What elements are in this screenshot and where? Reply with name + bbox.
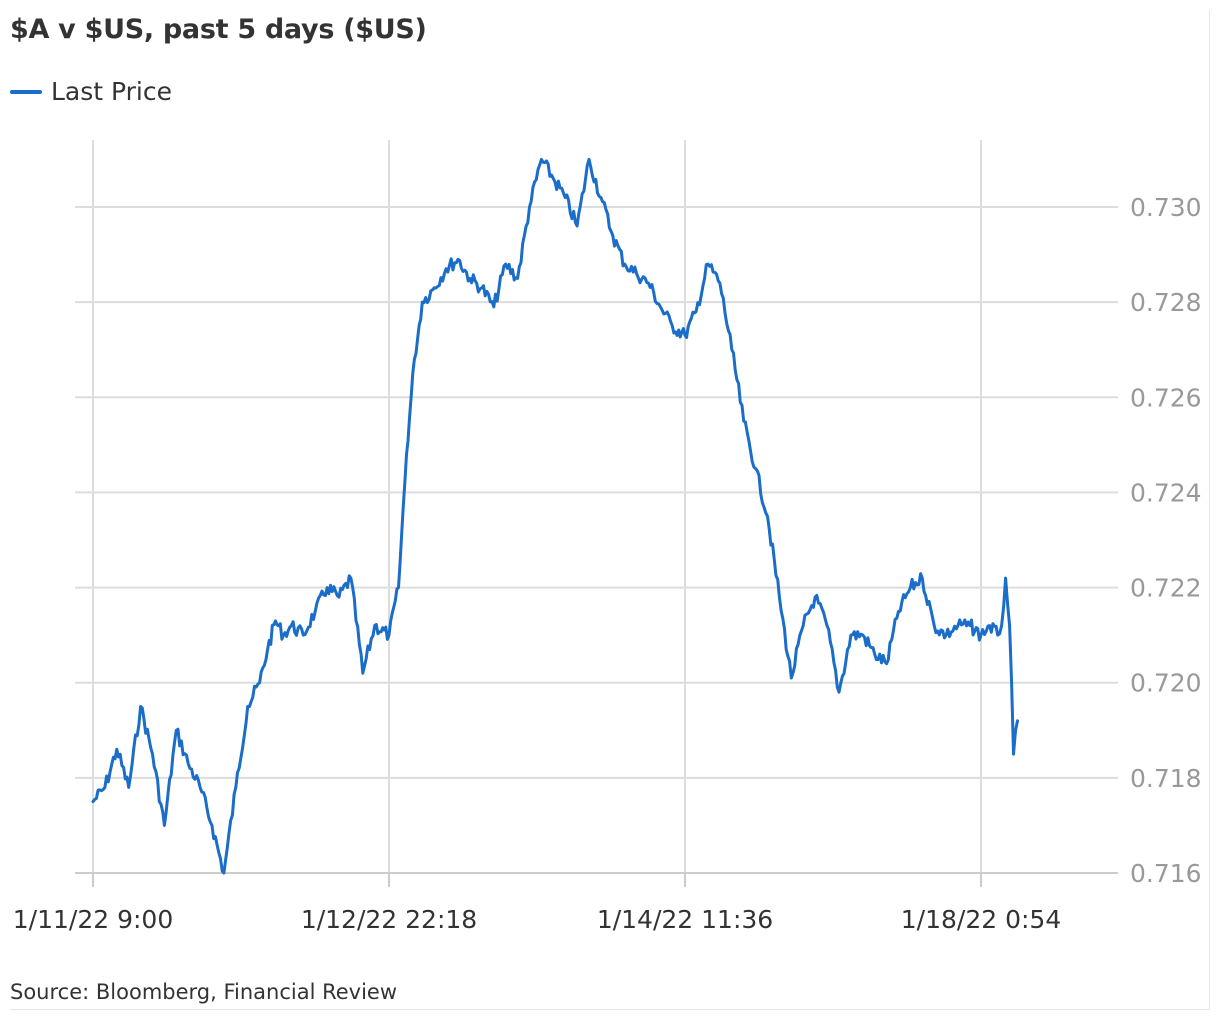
chart-title: $A v $US, past 5 days ($US) [10,14,427,45]
y-tick-label: 0.724 [1130,478,1202,507]
chart-frame [10,10,1210,1010]
series-layer [91,157,1019,875]
series-line-last-price [91,157,1019,875]
y-tick-label: 0.722 [1130,574,1202,603]
y-tick-label: 0.720 [1130,669,1202,698]
y-tick-label: 0.728 [1130,288,1202,317]
chart-legend: Last Price [10,77,172,106]
axis-layer [75,872,1118,887]
x-tick-label: 1/18/22 0:54 [901,905,1061,934]
label-layer: 0.716 0.718 0.720 0.722 0.724 0.726 0.728 0.730… [13,193,1202,934]
x-tick-label: 1/11/22 9:00 [13,905,173,934]
grid-layer [75,140,1118,873]
x-tick-label: 1/14/22 11:36 [597,905,773,934]
y-tick-label: 0.716 [1130,859,1202,888]
source-note: Source: Bloomberg, Financial Review [10,980,398,1004]
legend-swatch [10,89,42,94]
x-tick-label: 1/12/22 22:18 [301,905,477,934]
legend-label: Last Price [51,77,173,106]
y-tick-label: 0.726 [1130,383,1202,412]
y-tick-label: 0.730 [1130,193,1202,222]
y-tick-label: 0.718 [1130,764,1202,793]
